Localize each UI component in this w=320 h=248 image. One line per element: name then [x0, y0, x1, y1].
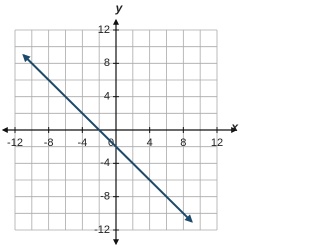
y-tick-label: 4: [104, 91, 110, 103]
x-tick-label: 12: [211, 137, 223, 149]
y-tick-label: -12: [94, 224, 110, 236]
x-axis-label: x: [230, 120, 239, 134]
y-tick-label: 8: [104, 57, 110, 69]
x-tick-label: -4: [77, 137, 87, 149]
x-tick-label: -12: [7, 137, 23, 149]
data-line: [22, 53, 193, 223]
y-tick-label: -8: [100, 191, 110, 203]
x-tick-label: 8: [180, 137, 186, 149]
x-tick-label: 4: [147, 137, 153, 149]
y-tick-label: 12: [98, 24, 110, 36]
y-tick-label: -4: [100, 157, 110, 169]
y-axis-label: y: [115, 1, 124, 15]
x-tick-label: -8: [44, 137, 54, 149]
